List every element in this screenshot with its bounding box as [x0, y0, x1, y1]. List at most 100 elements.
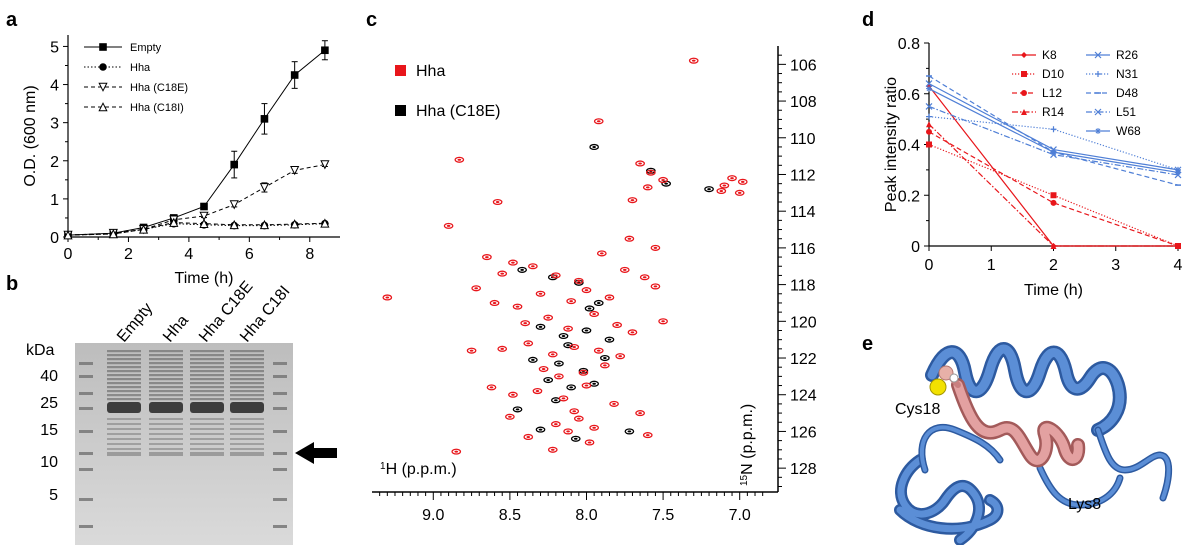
protein-band — [230, 418, 264, 420]
nmr-peak — [650, 283, 661, 290]
nmr-peak-core — [550, 353, 555, 356]
data-point — [926, 121, 932, 128]
nmr-peak — [624, 235, 635, 242]
x-axis-label-sup: 1 — [380, 461, 386, 472]
gel-background — [75, 343, 293, 545]
ribbon-loop-right-highlight — [1096, 428, 1171, 500]
nmr-peak-core — [719, 189, 724, 192]
x-tick-label: 4 — [1174, 257, 1182, 274]
data-point — [926, 113, 932, 120]
nmr-peak-core — [592, 312, 596, 315]
x-tick-label: 6 — [245, 246, 254, 263]
nmr-peak-core — [500, 347, 505, 350]
protein-band — [190, 452, 224, 456]
nmr-peak-core — [649, 171, 653, 174]
nmr-peak — [719, 182, 730, 189]
nmr-peak-core — [538, 292, 543, 295]
nmr-peak-core — [642, 276, 647, 279]
protein-band — [230, 366, 264, 369]
nmr-peak — [578, 369, 589, 376]
protein-band — [190, 350, 224, 353]
nmr-peak-core — [515, 305, 520, 308]
protein-band — [107, 382, 141, 385]
nmr-peak — [547, 446, 558, 453]
protein-band — [190, 433, 224, 435]
data-point — [229, 200, 239, 210]
y-tick-label: 3 — [50, 116, 59, 133]
ladder-band — [79, 452, 93, 455]
ladder-band — [79, 362, 93, 365]
protein-band — [230, 423, 264, 425]
x-tick-label: 0 — [64, 246, 73, 263]
protein-band — [190, 443, 224, 445]
protein-band — [107, 423, 141, 425]
protein-band — [149, 428, 183, 430]
cys-carbon-atom — [938, 365, 954, 381]
nmr-peak — [581, 382, 592, 389]
panel-a-growth-chart: 0 1 2 3 4 5 0 2 4 6 8 Time (h) O.D. (600 nm) Empty Hha… — [22, 35, 340, 287]
y-axis-label: 15N (p.p.m.) — [739, 404, 757, 486]
protein-band — [230, 370, 264, 373]
nmr-peak-core — [596, 349, 601, 352]
protein-band — [149, 386, 183, 389]
nmr-peak-core — [653, 285, 658, 288]
nmr-peak-core — [515, 408, 520, 411]
nmr-peak-core — [531, 265, 535, 268]
nmr-peak-core — [603, 364, 607, 367]
x-tick-label: 8.0 — [575, 507, 597, 524]
nmr-peak — [737, 178, 748, 185]
protein-band — [149, 394, 183, 397]
data-point — [1050, 243, 1057, 249]
data-point — [290, 219, 300, 229]
nmr-peak — [535, 323, 546, 330]
nmr-peak-core — [454, 450, 459, 453]
nmr-peak-core — [535, 390, 540, 393]
protein-band — [190, 382, 224, 385]
nmr-peak — [543, 376, 554, 384]
y-tick-label: 0.4 — [898, 138, 920, 155]
data-point — [320, 218, 330, 228]
ribbon-pink-helix-highlight — [953, 380, 1083, 465]
data-point — [1021, 109, 1027, 115]
protein-band — [230, 390, 264, 393]
nmr-peak-core — [495, 201, 500, 204]
ribbon-loop-right — [1094, 426, 1173, 502]
protein-band — [107, 443, 141, 445]
nmr-peak-core — [511, 393, 515, 396]
legend-label: Hha (C18E) — [416, 103, 500, 120]
protein-band — [149, 390, 183, 393]
nmr-peak — [517, 266, 527, 273]
nmr-peak-core — [546, 379, 550, 382]
nmr-peak — [589, 424, 600, 431]
data-point — [926, 128, 932, 135]
protein-band — [190, 386, 224, 389]
gel-lane-label-empty: Empty — [114, 300, 156, 346]
protein-band — [149, 358, 183, 361]
gel-lane-labels: Empty Hha Hha C18E Hha C18I — [114, 278, 293, 345]
ladder-band — [79, 407, 93, 410]
nmr-peak — [451, 448, 462, 455]
series-line — [928, 123, 1178, 247]
ladder-band — [273, 375, 287, 378]
protein-band — [149, 354, 183, 357]
protein-band — [149, 452, 183, 456]
protein-band — [190, 438, 224, 440]
nmr-peak-core — [457, 158, 462, 161]
protein-band — [230, 398, 264, 401]
protein-band — [107, 448, 141, 450]
ribbon-strand-left-highlight — [919, 425, 1002, 472]
panel-c-nmr-spectrum: 9.0 8.5 8.0 7.5 7.0 106 108 110 112 114 116 118 120 1… — [372, 46, 817, 524]
legend-swatch — [395, 105, 406, 116]
nmr-peak — [454, 156, 465, 163]
nmr-peak — [650, 244, 661, 251]
nmr-peak-core — [572, 410, 577, 413]
protein-band — [190, 394, 224, 397]
nmr-peak — [584, 439, 595, 446]
nmr-peak-core — [566, 430, 570, 433]
nmr-peak-core — [573, 437, 578, 440]
nmr-peak-core — [569, 386, 573, 389]
protein-band — [149, 350, 183, 353]
nmr-peak — [523, 433, 534, 440]
protein-band — [107, 390, 141, 393]
